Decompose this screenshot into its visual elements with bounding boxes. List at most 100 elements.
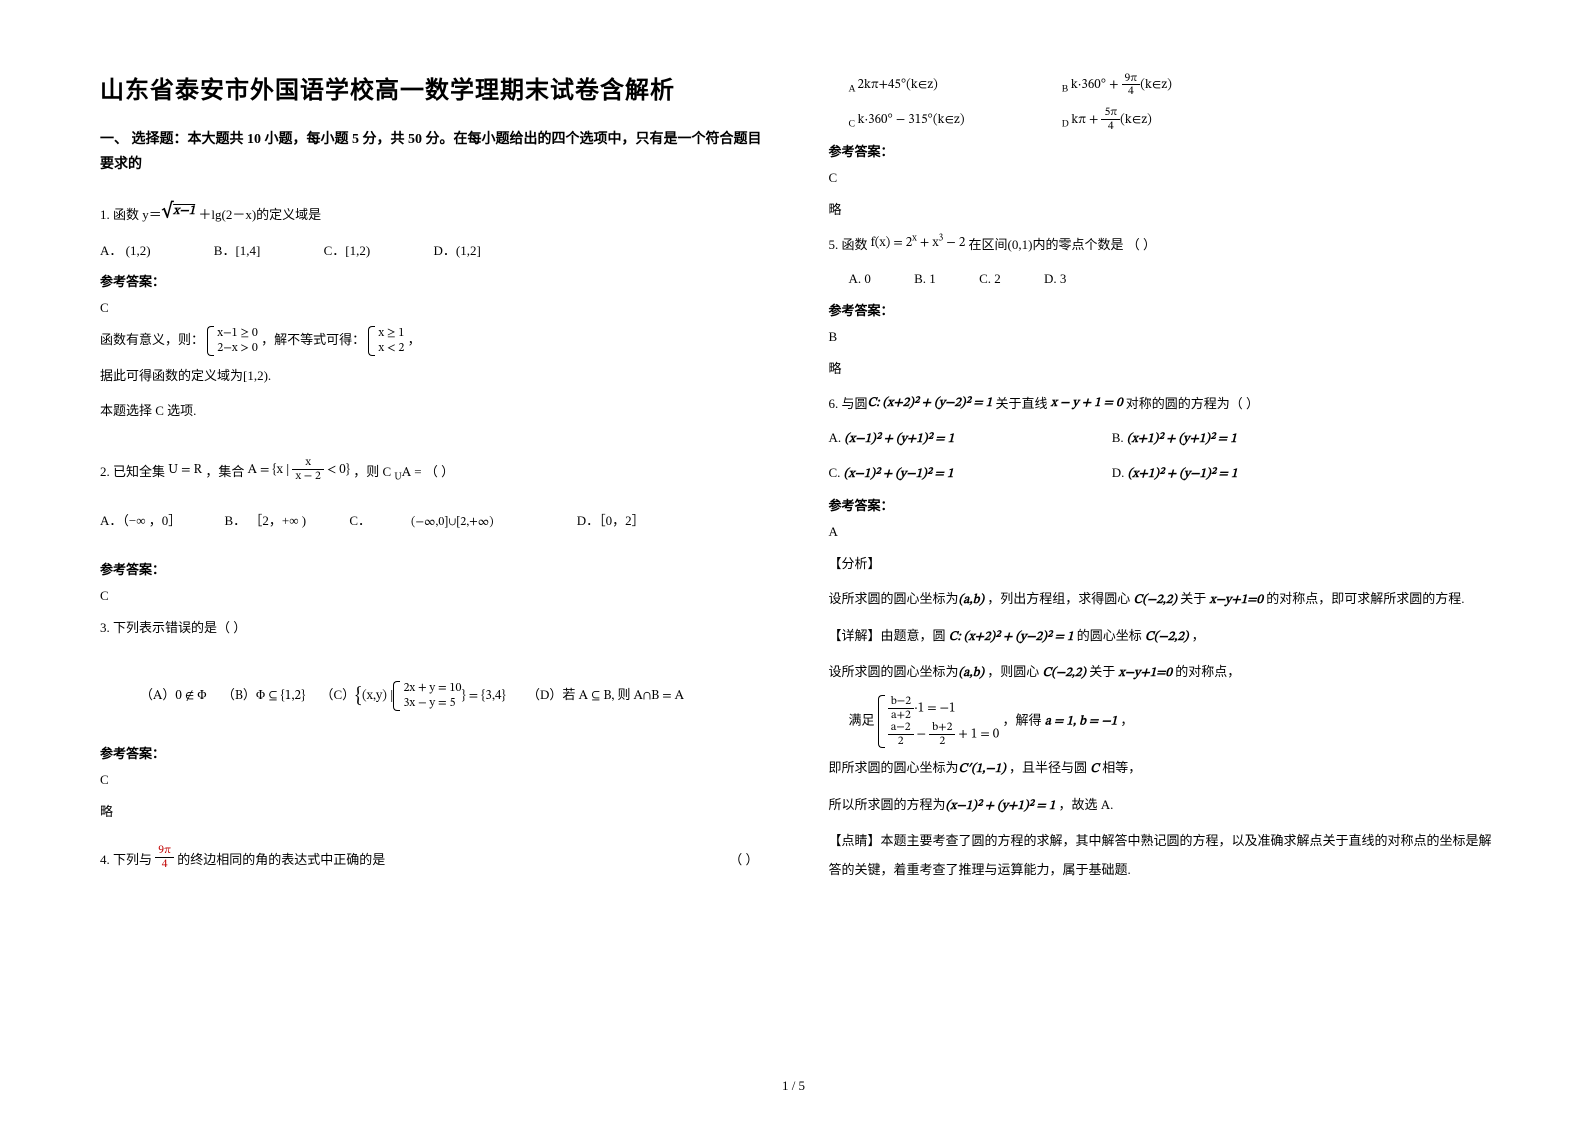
q6-satisfy: 满足 xyxy=(849,712,875,727)
q1-exp1b: ，解不等式可得： xyxy=(261,332,365,347)
q2-setA-pre: A = {x | xyxy=(248,464,293,477)
question-4-stem: 4. 下列与 9π4 的终边相同的角的表达式中正确的是 （ ） xyxy=(100,846,769,875)
q2-compl-A: A xyxy=(402,467,411,480)
q3-c-eq1: 2x + y = 10 xyxy=(403,681,461,696)
q1-opt-a: A． (1,2) xyxy=(100,237,151,266)
q1-cases2: x ≥ 1 x < 2 xyxy=(368,326,404,356)
q6-answer: A xyxy=(829,524,1498,540)
q2-ans-label: 参考答案： xyxy=(100,559,769,578)
q6-stem-a: 6. 与圆 xyxy=(829,396,868,411)
q6-c-body: (x−1)² + (y−1)² = 1 xyxy=(844,468,954,481)
q2-opt-c: C．(−∞,0]∪[2,+∞) xyxy=(349,507,533,536)
q2-setA: A = {x | xx − 2 < 0} xyxy=(248,464,350,477)
q4-d-pre: D xyxy=(1062,118,1071,129)
q6-solved: a = 1, b = −1 xyxy=(1045,715,1117,728)
q2-stem-d: = （ ） xyxy=(411,464,454,479)
q4-d-b: (k∈z) xyxy=(1120,114,1152,127)
q4-den: 4 xyxy=(155,858,174,871)
q6-stem-b: 关于直线 xyxy=(992,396,1051,411)
q6-d-pre: D. xyxy=(1112,465,1128,480)
q6-analysis-1: 设所求圆的圆心坐标为(a,b) ，列出方程组，求得圆心 C(−2,2) 关于 x… xyxy=(829,585,1498,616)
q6-detail-eq: 满足 b−2a+2·1 = −1 a−22 − b+22 + 1 = 0 ，解得… xyxy=(829,695,1498,748)
q3-opt-c: （C）{(x,y) |2x + y = 103x − y = 5} = {3,4… xyxy=(320,673,505,719)
q5-stem-b: 在区间(0,1)内的零点个数是 （ ） xyxy=(965,237,1156,252)
q3-opt-d: （D）若 A ⊆ B, 则 A∩B = A xyxy=(527,681,684,712)
q2-setA-den: x − 2 xyxy=(292,470,323,483)
q4-options-row1: A 2kπ+45°(k∈z) B k·360° + 9π4(k∈z) xyxy=(829,70,1498,101)
q6-opt-c: C. (x−1)² + (y−1)² = 1 xyxy=(829,459,1109,490)
q4-b-pre: B xyxy=(1062,84,1071,95)
q4-d-body: kπ + 5π4(k∈z) xyxy=(1071,114,1152,127)
q4-opt-b: B k·360° + 9π4(k∈z) xyxy=(1062,76,1172,91)
q2-opt-a: A．（−∞ ，0］ xyxy=(100,507,181,536)
q3-c-close: } = {3,4} xyxy=(461,690,505,703)
q6-d-body: (x+1)² + (y−1)² = 1 xyxy=(1128,468,1238,481)
q6-cpt1: C(−2,2) xyxy=(1134,594,1177,607)
q6-b-pre: B. xyxy=(1112,430,1127,445)
q3-d-body: A ⊆ B, 则 A∩B = A xyxy=(579,690,684,703)
q6-eq1-num: b−2 xyxy=(888,695,914,709)
q3-opt-a: （A）0 ∉ Φ xyxy=(140,681,207,712)
q2-compl-sub: U xyxy=(394,473,401,482)
q4-b-b: (k∈z) xyxy=(1140,79,1172,92)
q4-c-body: k·360° − 315°(k∈z) xyxy=(857,114,964,127)
page: 山东省泰安市外国语学校高一数学理期末试卷含解析 一、 选择题：本大题共 10 小… xyxy=(0,0,1587,1122)
q3-c-open: { xyxy=(355,685,362,706)
q1-case2a: x ≥ 1 xyxy=(378,326,404,341)
q1-opt-d: D．(1,2] xyxy=(433,237,480,266)
q5-stem-a: 5. 函数 xyxy=(829,237,871,252)
q6-eq1-mid: ·1 = −1 xyxy=(914,702,955,715)
q4-opt-d: D kπ + 5π4(k∈z) xyxy=(1062,111,1152,126)
q6-detail-1: 【详解】由题意，圆 C: (x+2)² + (y−2)² = 1 的圆心坐标 C… xyxy=(829,622,1498,653)
q4-opt-c: C k·360° − 315°(k∈z) xyxy=(849,105,1059,136)
q1-exp2: 据此可得函数的定义域为[1,2). xyxy=(100,362,769,391)
q2-compl: UA xyxy=(394,467,411,480)
q6-eq2-t1n: a−2 xyxy=(888,721,914,735)
q3-opt-a-txt: （A）0 ∉ Φ xyxy=(140,690,207,703)
q4-stem-a: 4. 下列与 xyxy=(100,852,155,867)
q5-opt-c: C. 2 xyxy=(979,265,1001,294)
q5-answer: B xyxy=(829,329,1498,345)
q3-opt-b-txt: （B）Φ ⊆ {1,2} xyxy=(222,690,305,703)
q2-opt-c-body: (−∞,0]∪[2,+∞) xyxy=(411,509,494,535)
q6-detail-label: 【详解】 xyxy=(829,628,881,643)
q1-ans-label: 参考答案： xyxy=(100,271,769,290)
q1-answer: C xyxy=(100,300,769,316)
q2-options: A．（−∞ ，0］ B． ［2，+∞ ) C．(−∞,0]∪[2,+∞) D．［… xyxy=(100,507,769,536)
q6-circle2: C: (x+2)² + (y−2)² = 1 xyxy=(949,631,1074,644)
q6-ab1: (a,b) xyxy=(959,594,985,607)
question-1: 1. 函数 y＝√x−1 ＋lg(2－x)的定义域是 xyxy=(100,201,769,232)
q3-c-eq2: 3x − y = 5 xyxy=(403,696,461,711)
q4-d-den: 4 xyxy=(1101,120,1120,133)
q4-b-body: k·360° + 9π4(k∈z) xyxy=(1071,79,1172,92)
q2-answer: C xyxy=(100,588,769,604)
q6-comment-label: 【点睛】 xyxy=(829,833,881,848)
q6-d3b: ，且半径与圆 xyxy=(1006,760,1091,775)
q6-d4b: ，故选 A. xyxy=(1055,797,1113,812)
q6-options-row2: C. (x−1)² + (y−1)² = 1 D. (x+1)² + (y−1)… xyxy=(829,459,1498,490)
q6-cpt3: C(−2,2) xyxy=(1043,667,1086,680)
q6-b-body: (x+1)² + (y+1)² = 1 xyxy=(1127,433,1237,446)
q2-setA-post: < 0} xyxy=(324,464,350,477)
q6-eq2-t2d: 2 xyxy=(929,735,955,748)
q4-opt-a: A 2kπ+45°(k∈z) xyxy=(849,70,1059,101)
q6-cpt2: C(−2,2) xyxy=(1145,631,1188,644)
q1-exp3: 本题选择 C 选项. xyxy=(100,397,769,426)
q1-opt-c: C．[1,2) xyxy=(324,237,371,266)
q6-d4a: 所以所求圆的方程为 xyxy=(829,797,946,812)
doc-title: 山东省泰安市外国语学校高一数学理期末试卷含解析 xyxy=(100,70,769,105)
q6-d3c: 相等， xyxy=(1099,760,1141,775)
q4-b-den: 4 xyxy=(1122,85,1141,98)
q3-ans-label: 参考答案： xyxy=(100,743,769,762)
q1-radical: √x−1 xyxy=(162,205,195,218)
q2-setA-num: x xyxy=(292,456,323,470)
q3-c-inner: (x,y) | xyxy=(362,690,394,703)
q5-options: A. 0 B. 1 C. 2 D. 3 xyxy=(829,265,1498,294)
q5-omit: 略 xyxy=(829,355,1498,384)
q6-d1b: 的圆心坐标 xyxy=(1073,628,1145,643)
q6-comment-body: 本题主要考查了圆的方程的求解，其中解答中熟记圆的方程，以及准确求解点关于直线的对… xyxy=(829,833,1492,877)
q6-line2a: x−y+1=0 xyxy=(1209,594,1262,607)
q1-stem-a: 1. 函数 y＝ xyxy=(100,207,162,222)
q2-stem-c: ，则 C xyxy=(350,464,394,479)
q6-d2c: 关于 xyxy=(1086,664,1119,679)
